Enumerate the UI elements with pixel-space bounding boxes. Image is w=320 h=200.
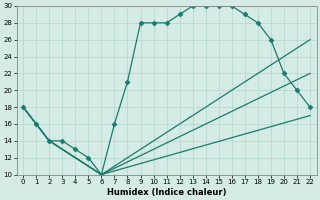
X-axis label: Humidex (Indice chaleur): Humidex (Indice chaleur) xyxy=(107,188,226,197)
